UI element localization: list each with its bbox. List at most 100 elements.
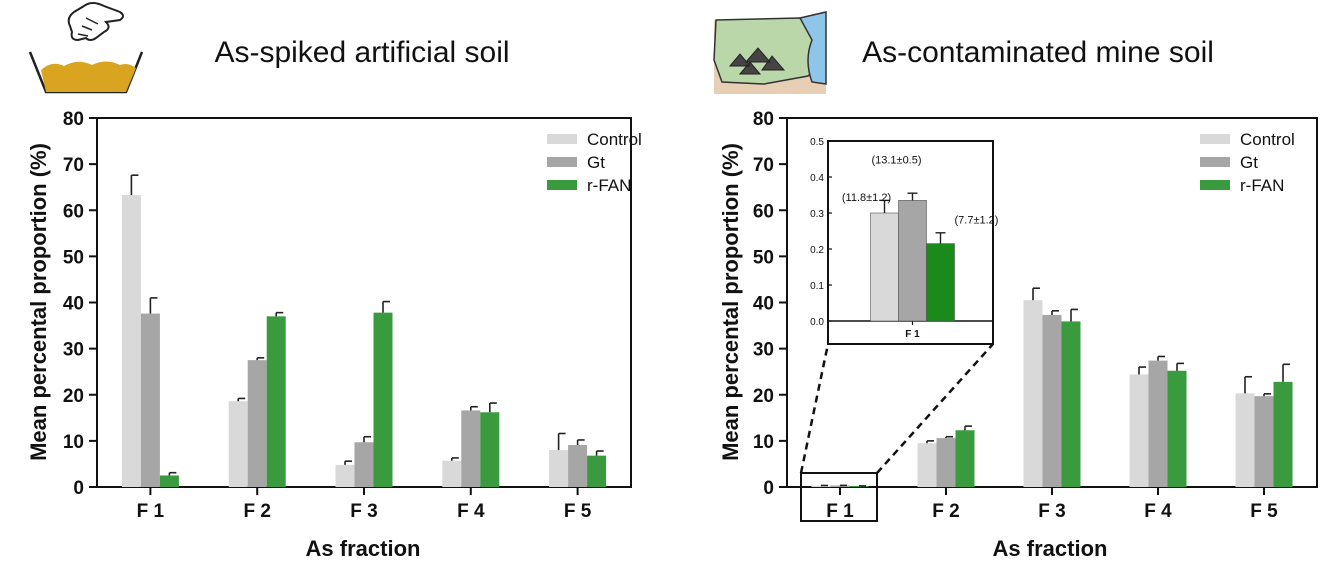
x-tick-label: F 2 — [932, 501, 959, 522]
legend-label: Gt — [587, 153, 605, 172]
y-tick-label: 20 — [753, 386, 774, 407]
inset-data-label: (7.7±1.2) — [955, 215, 999, 227]
x-tick-label: F 5 — [564, 501, 592, 522]
x-tick-label: F 4 — [457, 501, 485, 522]
bar — [1254, 396, 1274, 487]
bar — [266, 316, 286, 487]
bar — [1273, 381, 1293, 487]
y-tick-label: 40 — [753, 294, 774, 315]
inset-connector-left — [799, 343, 830, 474]
y-axis-label-right: Mean percental proportion (%) — [718, 143, 743, 461]
bar — [1061, 321, 1081, 487]
y-tick-label: 40 — [63, 294, 84, 315]
inset-data-label: (13.1±0.5) — [871, 154, 921, 166]
legend-left: Control Gt r-FAN — [547, 130, 642, 195]
bar — [1129, 374, 1149, 487]
chart-title-left: As-spiked artificial soil — [214, 36, 509, 69]
inset-y-tick-label: 0.2 — [810, 245, 824, 256]
y-tick-label: 10 — [63, 432, 84, 453]
bar — [461, 410, 481, 487]
bar — [1167, 370, 1187, 487]
y-tick-label: 50 — [63, 247, 84, 268]
legend-swatch — [1200, 157, 1230, 167]
inset-source-box — [800, 472, 878, 522]
legend-label: r-FAN — [587, 176, 631, 195]
bar — [140, 313, 160, 487]
bar — [121, 195, 141, 487]
inset-y-tick-label: 0.4 — [810, 173, 824, 184]
inset-x-tick-label: F 1 — [905, 329, 920, 340]
y-tick-label: 50 — [753, 247, 774, 268]
legend-swatch — [1200, 180, 1230, 190]
y-tick-label: 10 — [753, 432, 774, 453]
legend-swatch — [1200, 134, 1230, 144]
bar — [568, 445, 588, 487]
legend-label: Control — [1240, 130, 1295, 149]
x-tick-label: F 1 — [826, 501, 854, 522]
bar — [1042, 314, 1062, 487]
inset-y-tick-label: 0.3 — [810, 209, 824, 220]
plot-frame-left — [96, 117, 632, 488]
x-tick-label: F 4 — [1144, 501, 1172, 522]
x-tick-label: F 2 — [243, 501, 270, 522]
bar — [955, 430, 975, 487]
legend-label: Control — [587, 130, 642, 149]
y-tick-label: 0 — [73, 478, 84, 499]
legend-label: Gt — [1240, 153, 1258, 172]
bar — [247, 360, 267, 487]
y-tick-label: 70 — [753, 155, 774, 176]
y-tick-label: 80 — [63, 109, 84, 130]
mine-landscape-icon — [713, 11, 827, 94]
y-tick-label: 60 — [753, 201, 774, 222]
inset-y-tick-label: 0.5 — [810, 137, 824, 148]
hand-over-soil-container-icon — [28, 2, 144, 94]
bar — [335, 464, 355, 487]
legend-swatch — [547, 134, 577, 144]
x-tick-label: F 3 — [350, 501, 377, 522]
y-tick-label: 30 — [63, 340, 84, 361]
x-axis-label-right: As fraction — [993, 536, 1108, 561]
inset-y-tick-label: 0.0 — [810, 317, 824, 328]
x-axis-label-left: As fraction — [306, 536, 421, 561]
bar — [936, 438, 956, 487]
y-axis-label-left: Mean percental proportion (%) — [26, 143, 51, 461]
y-tick-label: 70 — [63, 155, 84, 176]
chart-title-right: As-contaminated mine soil — [862, 36, 1214, 69]
bar — [549, 450, 569, 487]
inset-data-label: (11.8±1.2) — [842, 192, 891, 204]
bar — [811, 485, 831, 487]
bar — [159, 475, 179, 487]
legend-swatch — [547, 157, 577, 167]
bar — [587, 455, 607, 487]
x-tick-label: F 5 — [1250, 501, 1278, 522]
legend-label: r-FAN — [1240, 176, 1284, 195]
bar — [1023, 300, 1043, 487]
x-tick-label: F 1 — [137, 501, 165, 522]
legend-swatch — [547, 180, 577, 190]
legend-right: Control Gt r-FAN — [1200, 130, 1295, 195]
bar — [1235, 393, 1255, 487]
inset-bar — [926, 243, 955, 322]
y-tick-label: 20 — [63, 386, 84, 407]
y-tick-label: 30 — [753, 340, 774, 361]
inset-y-tick-label: 0.1 — [810, 281, 824, 292]
bar — [1148, 360, 1168, 487]
y-tick-label: 80 — [753, 109, 774, 130]
inset-bar — [898, 200, 927, 322]
bar — [830, 485, 850, 487]
bar — [228, 401, 248, 487]
bar — [354, 442, 374, 487]
inset-bar — [870, 212, 899, 322]
x-tick-label: F 3 — [1038, 501, 1065, 522]
bar — [480, 412, 500, 487]
bar — [917, 443, 937, 487]
bar — [373, 312, 393, 487]
bar — [442, 460, 462, 487]
y-tick-label: 60 — [63, 201, 84, 222]
plot-area-left: 0 10 20 30 40 50 60 70 80 F 1 F 2 F 3 F 4 F 5 — [63, 109, 607, 522]
inset-connector-right — [876, 343, 994, 474]
plot-area-right: 0 10 20 30 40 50 60 70 80 F 1 F 2 F 3 F 4 F 5 — [753, 109, 1293, 522]
inset-plot: 0.0 0.1 0.2 0.3 0.4 0.5 F 1 (11.8±1.2) (13.1±0.5… — [810, 137, 998, 340]
